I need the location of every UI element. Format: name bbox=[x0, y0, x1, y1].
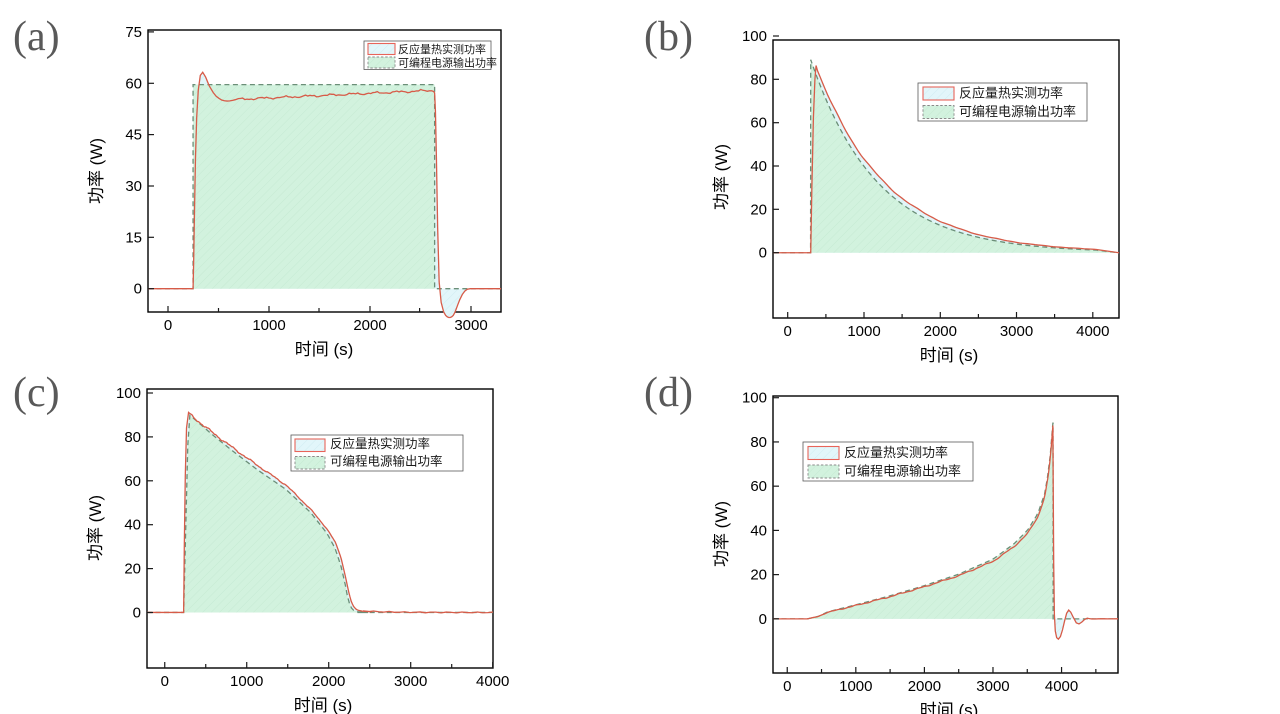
svg-text:40: 40 bbox=[124, 517, 141, 534]
svg-text:0: 0 bbox=[134, 281, 142, 298]
svg-text:80: 80 bbox=[750, 71, 767, 88]
svg-text:1000: 1000 bbox=[847, 323, 880, 340]
svg-text:可编程电源输出功率: 可编程电源输出功率 bbox=[844, 464, 961, 479]
svg-text:60: 60 bbox=[124, 473, 141, 490]
svg-text:0: 0 bbox=[783, 678, 791, 695]
svg-text:2000: 2000 bbox=[908, 678, 941, 695]
svg-text:100: 100 bbox=[116, 385, 141, 402]
svg-text:功率 (W): 功率 (W) bbox=[712, 144, 731, 210]
svg-text:0: 0 bbox=[759, 611, 767, 628]
svg-text:可编程电源输出功率: 可编程电源输出功率 bbox=[959, 104, 1076, 119]
svg-text:时间 (s): 时间 (s) bbox=[920, 346, 979, 365]
svg-text:30: 30 bbox=[125, 178, 142, 195]
svg-text:反应量热实测功率: 反应量热实测功率 bbox=[330, 436, 430, 451]
svg-text:时间 (s): 时间 (s) bbox=[920, 701, 979, 714]
svg-text:0: 0 bbox=[759, 245, 767, 262]
svg-text:3000: 3000 bbox=[454, 317, 487, 334]
svg-text:45: 45 bbox=[125, 127, 142, 144]
svg-text:0: 0 bbox=[784, 323, 792, 340]
svg-text:2000: 2000 bbox=[353, 317, 386, 334]
svg-text:75: 75 bbox=[125, 24, 142, 41]
svg-text:反应量热实测功率: 反应量热实测功率 bbox=[844, 445, 948, 460]
svg-text:功率 (W): 功率 (W) bbox=[712, 501, 731, 567]
svg-text:时间 (s): 时间 (s) bbox=[295, 340, 354, 359]
svg-text:60: 60 bbox=[750, 115, 767, 132]
svg-text:80: 80 bbox=[124, 429, 141, 446]
svg-text:3000: 3000 bbox=[394, 673, 427, 690]
svg-text:可编程电源输出功率: 可编程电源输出功率 bbox=[330, 454, 443, 469]
svg-text:2000: 2000 bbox=[312, 673, 345, 690]
svg-text:40: 40 bbox=[750, 158, 767, 175]
svg-text:0: 0 bbox=[161, 673, 169, 690]
svg-text:2000: 2000 bbox=[924, 323, 957, 340]
svg-text:3000: 3000 bbox=[1000, 323, 1033, 340]
svg-text:功率 (W): 功率 (W) bbox=[86, 495, 105, 561]
svg-text:15: 15 bbox=[125, 229, 142, 246]
svg-text:时间 (s): 时间 (s) bbox=[294, 696, 353, 714]
svg-text:40: 40 bbox=[750, 522, 767, 539]
svg-text:4000: 4000 bbox=[1045, 678, 1078, 695]
svg-text:可编程电源输出功率: 可编程电源输出功率 bbox=[398, 56, 497, 70]
svg-text:功率 (W): 功率 (W) bbox=[87, 138, 106, 204]
svg-text:1000: 1000 bbox=[839, 678, 872, 695]
svg-text:60: 60 bbox=[750, 478, 767, 495]
svg-text:0: 0 bbox=[133, 605, 141, 622]
svg-text:80: 80 bbox=[750, 434, 767, 451]
svg-text:20: 20 bbox=[750, 201, 767, 218]
svg-text:20: 20 bbox=[124, 561, 141, 578]
svg-text:1000: 1000 bbox=[230, 673, 263, 690]
svg-text:反应量热实测功率: 反应量热实测功率 bbox=[959, 86, 1063, 101]
svg-text:100: 100 bbox=[742, 390, 767, 407]
svg-text:20: 20 bbox=[750, 567, 767, 584]
svg-text:1000: 1000 bbox=[252, 317, 285, 334]
svg-text:4000: 4000 bbox=[476, 673, 509, 690]
svg-text:0: 0 bbox=[164, 317, 172, 334]
svg-text:4000: 4000 bbox=[1076, 323, 1109, 340]
svg-text:60: 60 bbox=[125, 75, 142, 92]
svg-text:3000: 3000 bbox=[976, 678, 1009, 695]
svg-text:反应量热实测功率: 反应量热实测功率 bbox=[398, 42, 486, 56]
svg-text:100: 100 bbox=[742, 28, 767, 45]
